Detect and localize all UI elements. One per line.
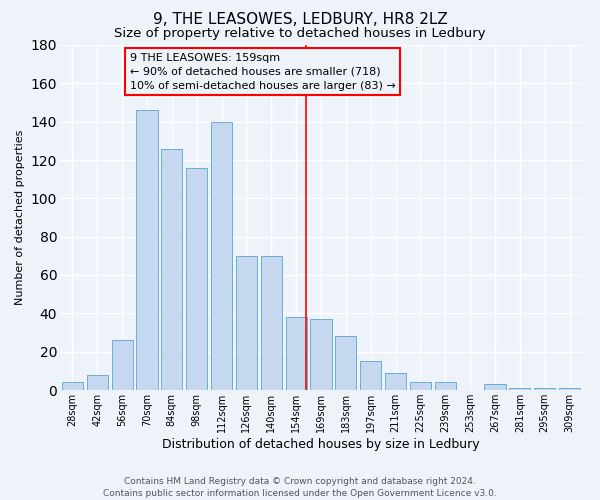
Bar <box>310 319 332 390</box>
Bar <box>87 374 108 390</box>
Bar <box>261 256 282 390</box>
X-axis label: Distribution of detached houses by size in Ledbury: Distribution of detached houses by size … <box>162 438 480 451</box>
Bar <box>559 388 580 390</box>
Bar <box>62 382 83 390</box>
Bar <box>286 317 307 390</box>
Text: Contains HM Land Registry data © Crown copyright and database right 2024.
Contai: Contains HM Land Registry data © Crown c… <box>103 476 497 498</box>
Bar <box>534 388 555 390</box>
Bar <box>484 384 506 390</box>
Bar <box>509 388 530 390</box>
Bar <box>360 361 381 390</box>
Bar <box>211 122 232 390</box>
Bar <box>236 256 257 390</box>
Bar <box>186 168 207 390</box>
Y-axis label: Number of detached properties: Number of detached properties <box>15 130 25 305</box>
Bar <box>335 336 356 390</box>
Bar <box>435 382 456 390</box>
Bar <box>112 340 133 390</box>
Text: 9, THE LEASOWES, LEDBURY, HR8 2LZ: 9, THE LEASOWES, LEDBURY, HR8 2LZ <box>152 12 448 28</box>
Bar <box>410 382 431 390</box>
Bar <box>136 110 158 390</box>
Text: 9 THE LEASOWES: 159sqm
← 90% of detached houses are smaller (718)
10% of semi-de: 9 THE LEASOWES: 159sqm ← 90% of detached… <box>130 52 395 90</box>
Bar <box>161 148 182 390</box>
Bar <box>385 373 406 390</box>
Text: Size of property relative to detached houses in Ledbury: Size of property relative to detached ho… <box>114 28 486 40</box>
